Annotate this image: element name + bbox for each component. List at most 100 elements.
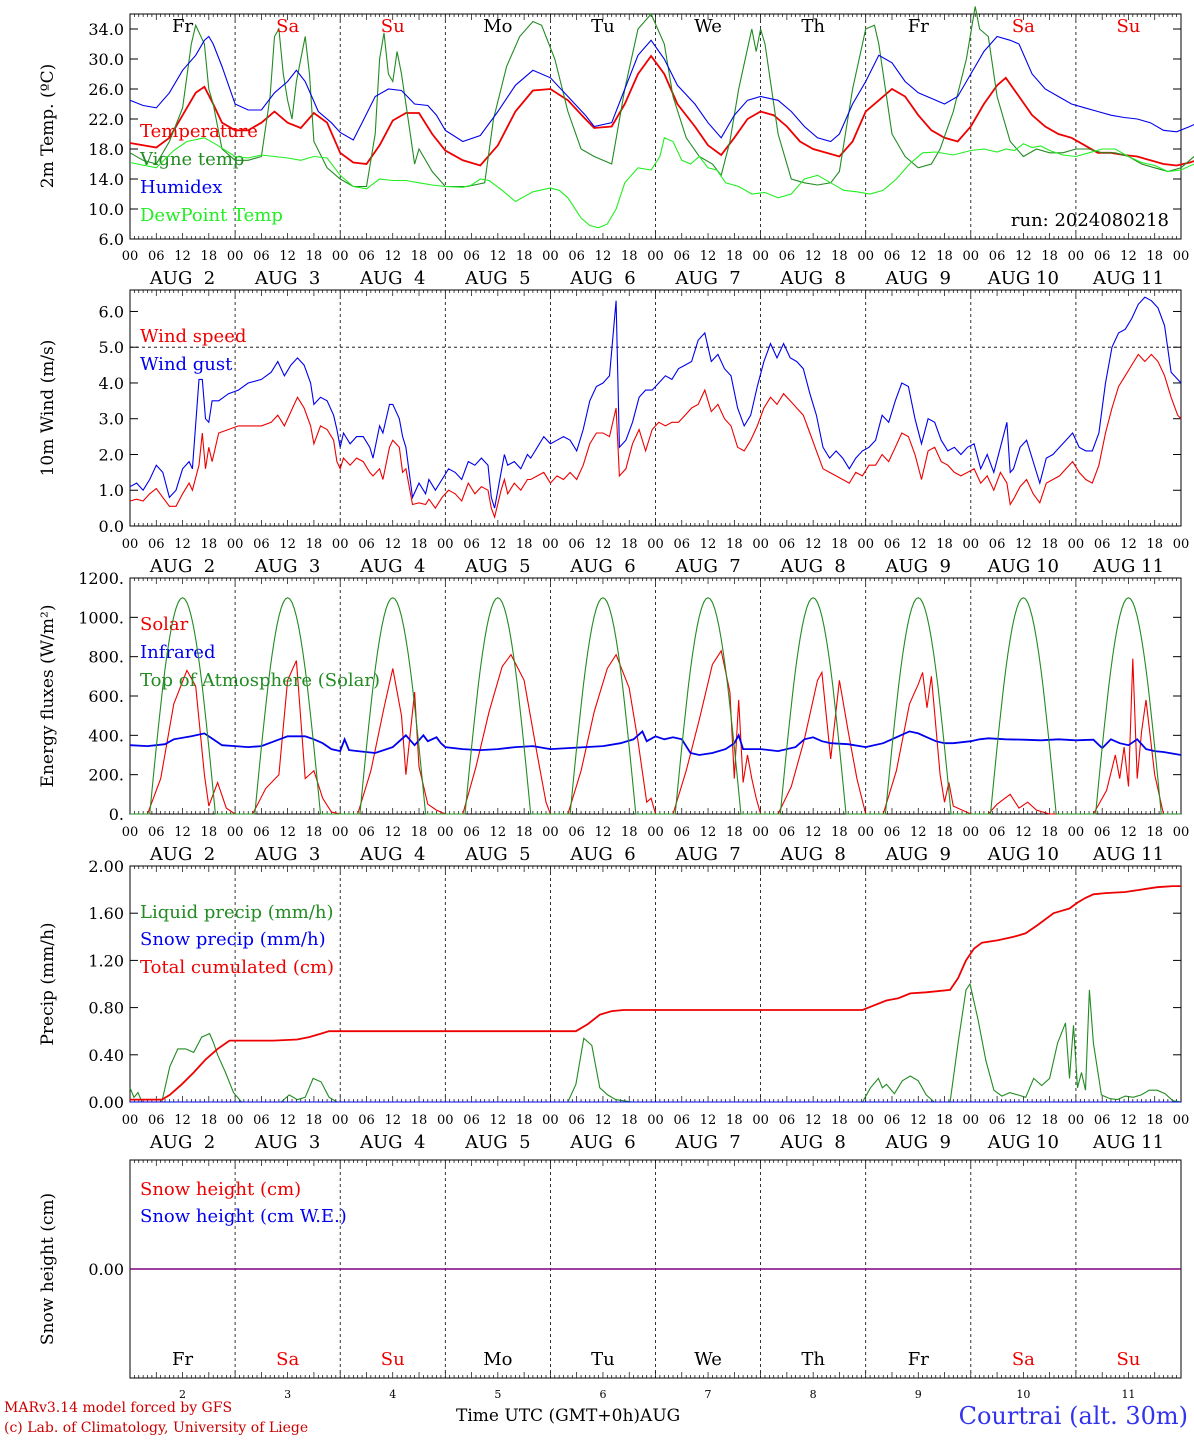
precip-hour-tick-label: 12 <box>174 1113 191 1128</box>
precip-hour-tick-label: 06 <box>253 1113 270 1128</box>
day-number: 11 <box>1121 1388 1135 1401</box>
temp-hour-tick-label: 06 <box>989 249 1006 264</box>
temp-date-label: AUG 8 <box>779 268 845 289</box>
energy-hour-tick-label: 18 <box>936 825 953 840</box>
day-name-bottom: Sa <box>276 1349 299 1370</box>
day-name-top: Th <box>801 16 825 37</box>
energy-hour-tick-label: 18 <box>1146 825 1163 840</box>
day-number: 5 <box>494 1388 501 1401</box>
temp-hour-tick-label: 18 <box>201 249 218 264</box>
wind-hour-tick-label: 00 <box>963 537 980 552</box>
energy-hour-tick-label: 12 <box>1120 825 1137 840</box>
day-name-top: We <box>694 16 722 37</box>
temp-legend-item: Temperature <box>140 121 258 142</box>
wind-y-tick-label: 6.0 <box>99 302 124 321</box>
day-name-bottom: Su <box>381 1349 405 1370</box>
precip-hour-tick-label: 12 <box>1120 1113 1137 1128</box>
energy-hour-tick-label: 18 <box>516 825 533 840</box>
energy-hour-tick-label: 00 <box>332 825 349 840</box>
energy-hour-tick-label: 00 <box>752 825 769 840</box>
energy-y-tick-label: 600. <box>88 687 124 706</box>
day-name-top: Su <box>381 16 405 37</box>
precip-hour-tick-label: 12 <box>910 1113 927 1128</box>
precip-y-tick-label: 0.80 <box>88 999 124 1018</box>
energy-y-tick-label: 800. <box>88 648 124 667</box>
wind-hour-tick-label: 12 <box>174 537 191 552</box>
temp-y-tick-label: 34.0 <box>88 20 124 39</box>
precip-date-label: AUG 4 <box>359 1132 425 1153</box>
temp-hour-tick-label: 06 <box>568 249 585 264</box>
day-number: 7 <box>705 1388 712 1401</box>
energy-hour-tick-label: 00 <box>963 825 980 840</box>
energy-hour-tick-label: 00 <box>857 825 874 840</box>
energy-hour-tick-label: 06 <box>463 825 480 840</box>
precip-hour-tick-label: 18 <box>936 1113 953 1128</box>
energy-hour-tick-label: 00 <box>647 825 664 840</box>
temp-legend-item: Vigne temp <box>139 149 244 170</box>
temp-hour-tick-label: 06 <box>358 249 375 264</box>
temp-hour-tick-label: 00 <box>227 249 244 264</box>
day-number: 2 <box>179 1388 186 1401</box>
energy-hour-tick-label: 06 <box>358 825 375 840</box>
day-number: 8 <box>810 1388 817 1401</box>
energy-hour-tick-label: 00 <box>1173 825 1190 840</box>
energy-legend-item: Top of Atmosphere (Solar) <box>140 670 380 691</box>
station-name: Courtrai (alt. 30m) <box>958 1402 1188 1430</box>
precip-date-label: AUG 10 <box>987 1132 1059 1153</box>
temp-hour-tick-label: 00 <box>857 249 874 264</box>
day-name-top: Su <box>1116 16 1140 37</box>
energy-series-line <box>130 597 1181 815</box>
wind-series-line <box>129 296 1182 509</box>
day-number: 10 <box>1016 1388 1030 1401</box>
wind-y-axis-label: 10m Wind (m/s) <box>38 340 58 477</box>
wind-date-label: AUG 3 <box>254 556 320 577</box>
temp-date-label: AUG 6 <box>569 268 635 289</box>
precip-hour-tick-label: 00 <box>752 1113 769 1128</box>
temp-hour-tick-label: 00 <box>1068 249 1085 264</box>
wind-hour-tick-label: 00 <box>647 537 664 552</box>
run-annotation: run: 2024080218 <box>1011 210 1169 231</box>
temp-y-tick-label: 6.0 <box>99 230 124 249</box>
temp-date-label: AUG 11 <box>1092 268 1164 289</box>
precip-hour-tick-label: 00 <box>227 1113 244 1128</box>
precip-y-tick-label: 1.20 <box>88 951 124 970</box>
day-name-top: Mo <box>483 16 512 37</box>
energy-hour-tick-label: 00 <box>122 825 139 840</box>
energy-y-axis-label: Energy fluxes (W/m²) <box>38 605 58 788</box>
energy-hour-tick-label: 06 <box>989 825 1006 840</box>
precip-legend-item: Snow precip (mm/h) <box>140 929 326 950</box>
wind-hour-tick-label: 00 <box>227 537 244 552</box>
temp-hour-tick-label: 18 <box>1146 249 1163 264</box>
precip-y-tick-label: 0.00 <box>88 1093 124 1112</box>
temp-hour-tick-label: 18 <box>831 249 848 264</box>
temp-hour-tick-label: 12 <box>384 249 401 264</box>
wind-hour-tick-label: 18 <box>1146 537 1163 552</box>
temp-y-tick-label: 30.0 <box>88 50 124 69</box>
precip-hour-tick-label: 18 <box>1146 1113 1163 1128</box>
energy-hour-tick-label: 18 <box>831 825 848 840</box>
wind-hour-tick-label: 18 <box>1041 537 1058 552</box>
precip-hour-tick-label: 18 <box>831 1113 848 1128</box>
wind-date-label: AUG 9 <box>885 556 951 577</box>
temp-hour-tick-label: 12 <box>1120 249 1137 264</box>
temp-hour-tick-label: 06 <box>463 249 480 264</box>
temp-hour-tick-label: 06 <box>148 249 165 264</box>
temp-hour-tick-label: 00 <box>437 249 454 264</box>
temp-hour-tick-label: 12 <box>279 249 296 264</box>
energy-hour-tick-label: 18 <box>1041 825 1058 840</box>
temp-hour-tick-label: 12 <box>174 249 191 264</box>
precip-hour-tick-label: 18 <box>516 1113 533 1128</box>
wind-hour-tick-label: 18 <box>726 537 743 552</box>
precip-hour-tick-label: 06 <box>358 1113 375 1128</box>
precip-hour-tick-label: 06 <box>779 1113 796 1128</box>
wind-hour-tick-label: 00 <box>1068 537 1085 552</box>
energy-date-label: AUG 5 <box>464 844 530 865</box>
wind-y-tick-label: 0.0 <box>99 517 124 536</box>
energy-hour-tick-label: 00 <box>227 825 244 840</box>
energy-date-label: AUG 9 <box>885 844 951 865</box>
temp-hour-tick-label: 12 <box>1015 249 1032 264</box>
precip-hour-tick-label: 12 <box>700 1113 717 1128</box>
temp-series-line <box>129 137 1194 229</box>
wind-hour-tick-label: 06 <box>1094 537 1111 552</box>
energy-hour-tick-label: 12 <box>279 825 296 840</box>
